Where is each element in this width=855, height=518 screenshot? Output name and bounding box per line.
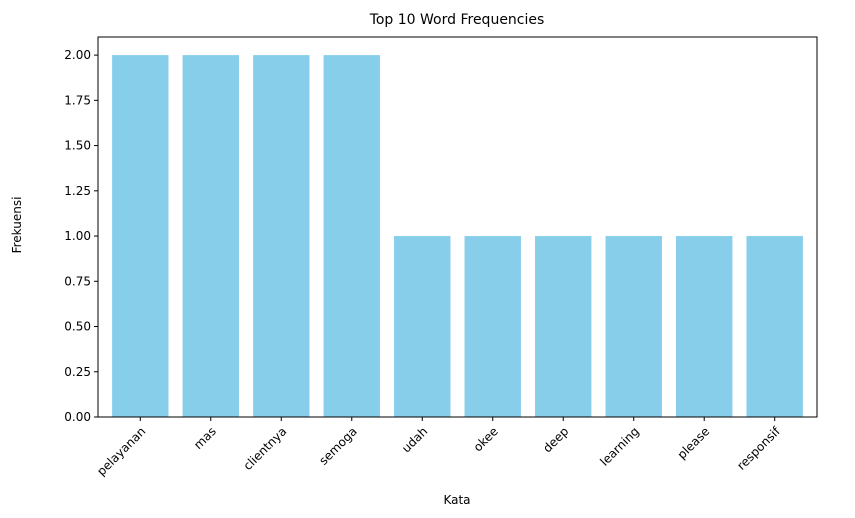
chart-title: Top 10 Word Frequencies xyxy=(369,12,545,28)
y-tick-label: 0.75 xyxy=(64,274,91,288)
y-tick-label: 2.00 xyxy=(64,48,91,62)
bar-learning xyxy=(605,236,662,417)
x-ticks-group: pelayanan mas clientnya semoga udah okee deep l… xyxy=(94,417,783,478)
bar-mas xyxy=(182,55,239,417)
y-tick-label: 1.75 xyxy=(64,93,91,107)
y-tick-label: 1.50 xyxy=(64,139,91,153)
y-ticks-group: 0.00 0.25 0.50 0.75 1.00 1.25 1.50 1.75 2.00 xyxy=(64,48,98,424)
bar-okee xyxy=(464,236,521,417)
x-tick-label: clientnya xyxy=(241,424,290,473)
y-tick-label: 0.50 xyxy=(64,320,91,334)
bar-udah xyxy=(394,236,451,417)
y-tick-label: 0.25 xyxy=(64,365,91,379)
bar-clientnya xyxy=(253,55,310,417)
y-tick-label: 1.00 xyxy=(64,229,91,243)
x-tick-label: responsif xyxy=(734,424,783,473)
bars-group xyxy=(112,55,803,417)
x-tick-label: okee xyxy=(471,424,501,454)
y-tick-label: 0.00 xyxy=(64,410,91,424)
plot-frame xyxy=(97,36,818,418)
x-tick-label: deep xyxy=(540,424,571,455)
bar-semoga xyxy=(323,55,380,417)
x-tick-label: udah xyxy=(399,424,430,455)
x-tick-label: semoga xyxy=(316,424,360,468)
x-tick-label: pelayanan xyxy=(94,424,148,478)
x-tick-label: please xyxy=(675,424,713,462)
x-tick-label: learning xyxy=(597,424,642,469)
x-tick-label: mas xyxy=(191,424,219,452)
y-axis-label: Frekuensi xyxy=(10,197,24,254)
bar-deep xyxy=(535,236,592,417)
bar-pelayanan xyxy=(112,55,169,417)
y-tick-label: 1.25 xyxy=(64,184,91,198)
bar-responsif xyxy=(746,236,803,417)
bar-please xyxy=(676,236,733,417)
x-axis-label: Kata xyxy=(443,493,470,507)
